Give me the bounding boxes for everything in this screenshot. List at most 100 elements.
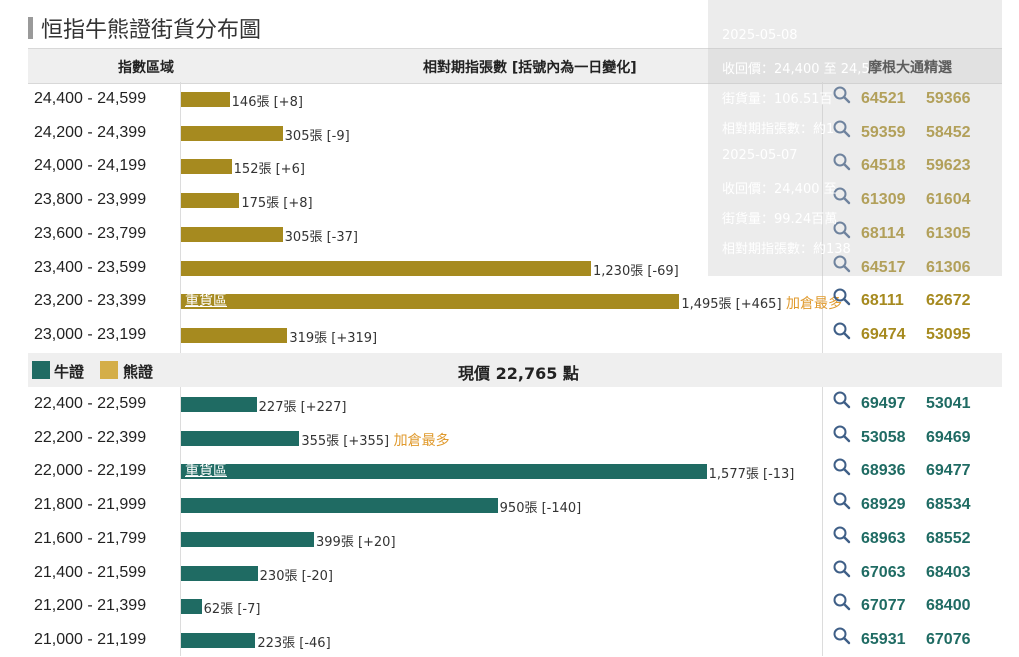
bar-value-text: 1,577張 [-13] <box>708 467 795 483</box>
index-range-label: 22,200 - 22,399 <box>34 428 147 446</box>
warrant-code-link[interactable]: 68534 <box>926 496 971 514</box>
warrant-code-link[interactable]: 58452 <box>926 123 971 141</box>
index-range-label: 21,600 - 21,799 <box>34 529 147 547</box>
warrant-code-link[interactable]: 69474 <box>861 325 906 343</box>
warrant-code-link[interactable]: 68400 <box>926 597 971 615</box>
warrant-code-link[interactable]: 68552 <box>926 529 971 547</box>
bear-bar[interactable] <box>181 260 591 276</box>
search-icon[interactable] <box>832 119 852 139</box>
warrant-code-link[interactable]: 61306 <box>926 258 971 276</box>
bull-bar[interactable] <box>181 430 300 446</box>
warrant-code-link[interactable]: 64518 <box>861 157 906 175</box>
bull-bar[interactable] <box>181 565 258 581</box>
bull-row: 21,000 - 21,199 223張 [-46] 65931 67076 <box>28 623 1002 657</box>
tooltip-line: 相對期指張數：約138 <box>722 242 851 257</box>
bull-bar[interactable] <box>181 531 314 547</box>
bar-value-label: 223張 [-46] <box>257 632 330 651</box>
tooltip-line: 2025-05-07 <box>722 148 798 163</box>
search-icon[interactable] <box>832 220 852 240</box>
warrant-code-link[interactable]: 62672 <box>926 292 971 310</box>
bull-bar[interactable] <box>181 498 498 514</box>
bull-bar[interactable] <box>181 599 202 615</box>
warrant-code-link[interactable]: 64517 <box>861 258 906 276</box>
search-icon[interactable] <box>832 424 852 444</box>
bear-row: 23,000 - 23,199 319張 [+319] 69474 53095 <box>28 318 1002 352</box>
bear-bar[interactable] <box>181 125 283 141</box>
warrant-code-link[interactable]: 64521 <box>861 90 906 107</box>
index-range-label: 23,600 - 23,799 <box>34 224 147 242</box>
warrant-code-link[interactable]: 53041 <box>926 395 971 412</box>
bar-value-label: 152張 [+6] <box>234 158 305 177</box>
index-range-label: 21,400 - 21,599 <box>34 563 147 581</box>
bar-value-label: 62張 [-7] <box>204 598 261 617</box>
warrant-code-link[interactable]: 65931 <box>861 630 906 648</box>
hover-tooltip: 2025-05-08 收回價：24,400 至 24,5 街貨量：106.51百 相對… <box>708 0 1002 276</box>
bull-legend-label: 牛證 <box>54 363 85 381</box>
bear-bar[interactable] <box>181 92 230 107</box>
search-icon[interactable] <box>832 287 852 307</box>
bear-bar[interactable] <box>181 226 283 242</box>
bear-row: 24,400 - 24,599 146張 [+8] 64521 59366 <box>28 82 1002 116</box>
index-range-label: 22,000 - 22,199 <box>34 462 147 480</box>
search-icon[interactable] <box>832 491 852 511</box>
warrant-code-link[interactable]: 59366 <box>926 90 971 107</box>
bull-row: 21,400 - 21,599 230張 [-20] 67063 68403 <box>28 556 1002 590</box>
warrant-code-link[interactable]: 68936 <box>861 462 906 480</box>
bear-row: 23,400 - 23,599 1,230張 [-69] 64517 61306 <box>28 251 1002 285</box>
index-range-label: 22,400 - 22,599 <box>34 395 147 412</box>
search-icon[interactable] <box>832 186 852 206</box>
header-range: 指數區域 <box>118 60 174 76</box>
warrant-code-link[interactable]: 53095 <box>926 325 971 343</box>
tooltip-line: 相對期指張數：約1 <box>722 122 835 137</box>
search-icon[interactable] <box>832 254 852 274</box>
current-price: 現價 22,765 點 <box>458 360 579 384</box>
bear-bar[interactable] <box>181 294 680 310</box>
bar-value-text: 399張 [+20] <box>316 534 396 550</box>
search-icon[interactable] <box>832 592 852 612</box>
bear-row: 23,600 - 23,799 305張 [-37] 68114 61305 <box>28 217 1002 251</box>
bear-bar[interactable] <box>181 193 240 209</box>
warrant-code-link[interactable]: 68963 <box>861 529 906 547</box>
title-area: 恒指牛熊證街貨分布圖 <box>28 12 261 44</box>
bar-value-text: 230張 [-20] <box>259 568 333 584</box>
warrant-code-link[interactable]: 68929 <box>861 496 906 514</box>
warrant-code-link[interactable]: 61305 <box>926 224 971 242</box>
search-icon[interactable] <box>832 457 852 477</box>
bull-bar[interactable] <box>181 464 707 480</box>
search-icon[interactable] <box>832 152 852 172</box>
bull-bar[interactable] <box>181 397 257 412</box>
warrant-code-link[interactable]: 69469 <box>926 428 971 446</box>
warrant-code-link[interactable]: 67063 <box>861 563 906 581</box>
warrant-code-link[interactable]: 67077 <box>861 597 906 615</box>
index-range-label: 21,800 - 21,999 <box>34 496 147 514</box>
bull-bar[interactable] <box>181 632 256 648</box>
bear-bar[interactable] <box>181 159 232 175</box>
bull-row: 21,800 - 21,999 950張 [-140] 68929 68534 <box>28 488 1002 522</box>
bar-value-label: 146張 [+8] <box>232 91 303 110</box>
warrant-code-link[interactable]: 69477 <box>926 462 971 480</box>
price-prefix: 現價 <box>458 364 491 383</box>
warrant-code-link[interactable]: 53058 <box>861 428 906 446</box>
warrant-code-link[interactable]: 61604 <box>926 191 971 209</box>
bear-row: 24,200 - 24,399 305張 [-9] 59359 58452 <box>28 116 1002 150</box>
bear-bar[interactable] <box>181 327 288 343</box>
search-icon[interactable] <box>832 321 852 341</box>
bar-value-label: 1,230張 [-69] <box>593 260 679 279</box>
search-icon[interactable] <box>832 626 852 646</box>
bar-value-text: 305張 [-37] <box>284 229 358 245</box>
search-icon[interactable] <box>832 85 852 105</box>
most-added-label: 加倉最多 <box>781 296 842 313</box>
warrant-code-link[interactable]: 61309 <box>861 191 906 209</box>
bar-value-text: 62張 [-7] <box>203 602 261 618</box>
bar-value-label: 175張 [+8] <box>241 192 312 211</box>
search-icon[interactable] <box>832 525 852 545</box>
warrant-code-link[interactable]: 68403 <box>926 563 971 581</box>
warrant-code-link[interactable]: 68114 <box>861 224 905 242</box>
warrant-code-link[interactable]: 68111 <box>861 292 904 310</box>
search-icon[interactable] <box>832 390 852 410</box>
warrant-code-link[interactable]: 59359 <box>861 123 906 141</box>
warrant-code-link[interactable]: 67076 <box>926 630 971 648</box>
warrant-code-link[interactable]: 69497 <box>861 395 906 412</box>
warrant-code-link[interactable]: 59623 <box>926 157 971 175</box>
search-icon[interactable] <box>832 559 852 579</box>
